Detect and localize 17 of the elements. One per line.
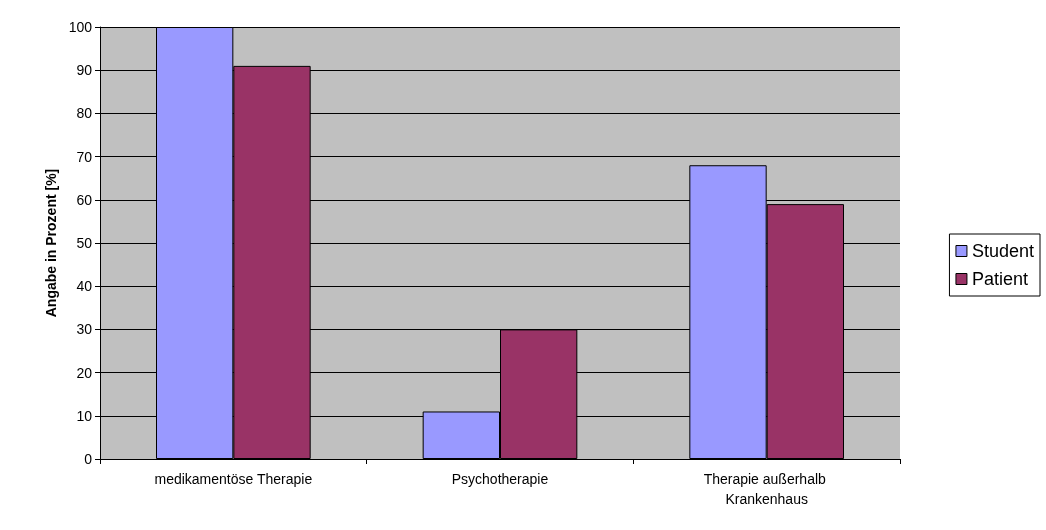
y-tick-label: 40: [76, 278, 93, 295]
legend-label: Patient: [971, 269, 1028, 289]
y-tick-label: 30: [76, 321, 93, 338]
y-tick-label: 70: [76, 148, 93, 165]
x-tick-label: Therapie außerhalb Krankenhaus: [703, 471, 830, 507]
x-tick-label: Psychotherapie: [451, 471, 549, 487]
y-tick-label: 50: [76, 235, 93, 251]
x-tick-label: medikamentöse Therapie: [154, 471, 313, 487]
y-tick-label: 10: [76, 407, 93, 424]
y-tick-label: 100: [68, 19, 93, 35]
legend-label: Student: [971, 241, 1035, 261]
y-tick-label: 90: [76, 62, 93, 79]
y-tick-label: 60: [76, 191, 93, 208]
y-axis-title: Angabe in Prozent [%]: [42, 168, 59, 318]
y-tick-label: 0: [84, 451, 93, 467]
y-tick-label: 20: [76, 364, 93, 381]
y-tick-label: 80: [76, 105, 93, 122]
